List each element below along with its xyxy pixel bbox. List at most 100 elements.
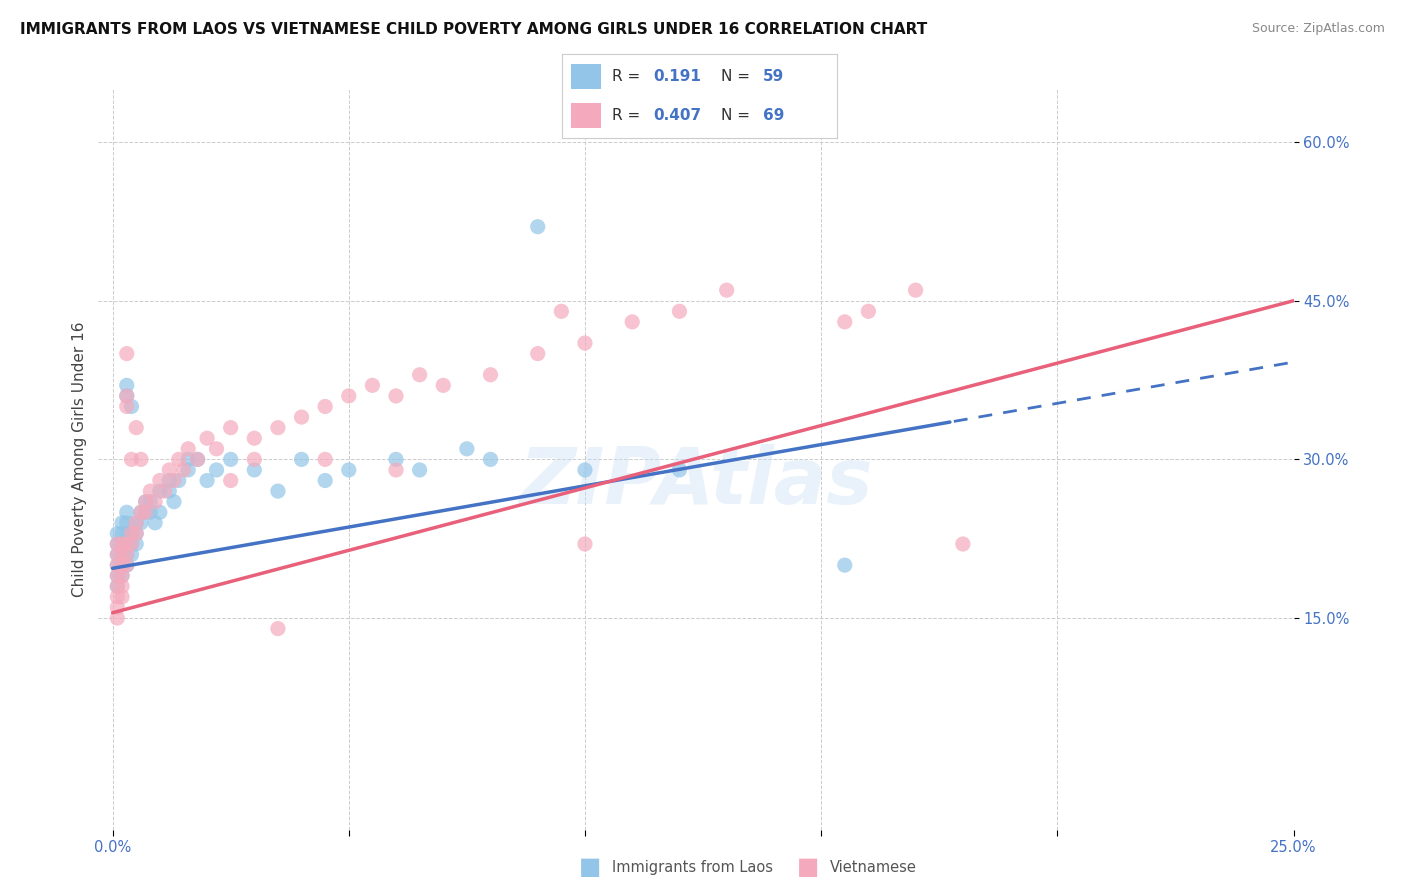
Point xyxy=(129,516,152,530)
Point xyxy=(115,389,138,403)
Point xyxy=(195,474,218,488)
Point xyxy=(135,505,157,519)
Point xyxy=(456,442,478,456)
Point xyxy=(314,474,336,488)
Point xyxy=(115,548,138,562)
Point xyxy=(135,494,157,508)
Text: R =: R = xyxy=(612,108,645,123)
Point xyxy=(157,474,180,488)
Point xyxy=(385,463,408,477)
Point xyxy=(125,526,148,541)
Point xyxy=(111,590,134,604)
Point xyxy=(177,463,200,477)
Point xyxy=(290,410,312,425)
Point xyxy=(129,452,152,467)
Point xyxy=(105,558,128,573)
Text: 0.407: 0.407 xyxy=(652,108,702,123)
Point xyxy=(105,548,128,562)
Point xyxy=(115,505,138,519)
Text: N =: N = xyxy=(721,69,755,84)
Point xyxy=(115,389,138,403)
Point xyxy=(135,494,157,508)
Point xyxy=(219,452,242,467)
Point xyxy=(111,558,134,573)
Point xyxy=(408,368,430,382)
Point xyxy=(111,548,134,562)
Text: ■: ■ xyxy=(579,855,602,879)
Point xyxy=(115,378,138,392)
Text: 69: 69 xyxy=(762,108,785,123)
Point xyxy=(267,484,290,499)
Point xyxy=(716,283,738,297)
Point xyxy=(858,304,880,318)
Point xyxy=(121,537,143,551)
Point xyxy=(243,463,266,477)
Point xyxy=(105,568,128,582)
Point xyxy=(115,548,138,562)
Point xyxy=(290,452,312,467)
Point xyxy=(526,346,548,360)
Point xyxy=(163,474,186,488)
Bar xyxy=(571,103,600,128)
Point xyxy=(115,526,138,541)
Point xyxy=(105,558,128,573)
Point xyxy=(139,484,162,499)
Point xyxy=(129,505,152,519)
Point xyxy=(139,494,162,508)
Point xyxy=(121,548,143,562)
Text: ZIPAtlas: ZIPAtlas xyxy=(519,443,873,520)
Point xyxy=(105,590,128,604)
Point xyxy=(952,537,974,551)
Point xyxy=(187,452,209,467)
Point xyxy=(167,474,190,488)
Point xyxy=(187,452,209,467)
Point xyxy=(105,537,128,551)
Point xyxy=(243,452,266,467)
Point xyxy=(115,400,138,414)
Text: R =: R = xyxy=(612,69,645,84)
Point xyxy=(314,400,336,414)
Point xyxy=(111,537,134,551)
Point xyxy=(574,336,596,351)
Point xyxy=(177,442,200,456)
Point xyxy=(121,400,143,414)
Point xyxy=(149,484,172,499)
Point xyxy=(121,537,143,551)
Point xyxy=(111,548,134,562)
Point xyxy=(125,516,148,530)
Point xyxy=(143,494,166,508)
Point xyxy=(526,219,548,234)
Text: 0.191: 0.191 xyxy=(652,69,700,84)
Point xyxy=(219,420,242,434)
Point xyxy=(105,548,128,562)
Point xyxy=(121,452,143,467)
Point xyxy=(314,452,336,467)
Text: ■: ■ xyxy=(797,855,820,879)
Point xyxy=(111,568,134,582)
Point xyxy=(219,474,242,488)
Point xyxy=(115,516,138,530)
Point xyxy=(125,526,148,541)
Text: N =: N = xyxy=(721,108,755,123)
Point xyxy=(361,378,384,392)
Text: Source: ZipAtlas.com: Source: ZipAtlas.com xyxy=(1251,22,1385,36)
Point xyxy=(115,558,138,573)
Point xyxy=(143,516,166,530)
Point xyxy=(834,558,856,573)
Point xyxy=(153,484,176,499)
Text: IMMIGRANTS FROM LAOS VS VIETNAMESE CHILD POVERTY AMONG GIRLS UNDER 16 CORRELATIO: IMMIGRANTS FROM LAOS VS VIETNAMESE CHILD… xyxy=(20,22,927,37)
Point xyxy=(834,315,856,329)
Point xyxy=(105,537,128,551)
Point xyxy=(121,526,143,541)
Point xyxy=(157,463,180,477)
Point xyxy=(167,452,190,467)
Point xyxy=(337,389,360,403)
Point xyxy=(111,526,134,541)
Point xyxy=(111,516,134,530)
Point xyxy=(432,378,454,392)
Text: Vietnamese: Vietnamese xyxy=(830,860,917,874)
Point xyxy=(385,452,408,467)
Point xyxy=(157,484,180,499)
Point xyxy=(135,505,157,519)
Point xyxy=(105,611,128,625)
